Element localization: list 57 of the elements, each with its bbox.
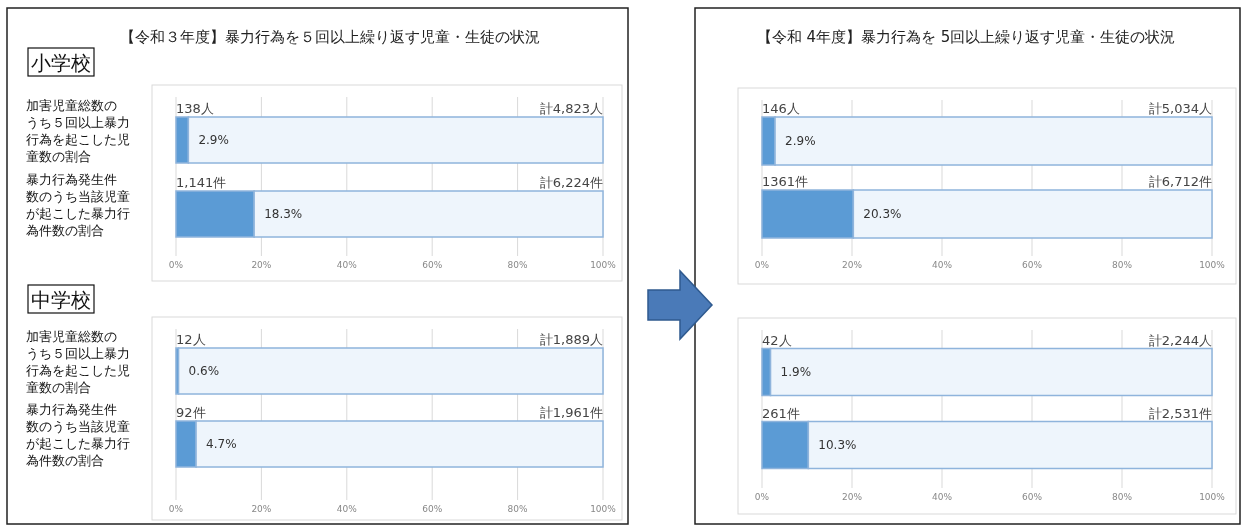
annotation: 261件 [762,405,800,421]
annotation: 1361件 [762,174,809,189]
bar [177,347,604,395]
x-tick-label: 40% [336,504,358,514]
x-tick-label: 60% [422,260,443,270]
chart-title: 【令和 4年度】暴力行為を 5回以上繰り返す児童・生徒の状況 [756,28,1176,46]
annotation: 計6,224件 [539,175,603,190]
data-label: 2.9% [198,133,229,147]
annotation: 計1,961件 [539,405,603,420]
x-tick-label: 0% [168,504,184,514]
x-tick-label: 40% [931,492,953,502]
x-tick-label: 40% [336,260,358,270]
annotation: 1,141件 [176,175,227,190]
x-tick-label: 100% [590,260,617,270]
data-label: 18.3% [264,207,303,221]
data-label: 4.7% [206,437,237,451]
chart-subtitle: 中学校 [31,288,91,312]
x-tick-label: 100% [1199,492,1226,502]
x-tick-label: 0% [754,260,770,270]
data-label: 20.3% [863,207,902,221]
x-tick-label: 60% [422,504,443,514]
chart-subtitle: 小学校 [31,51,91,75]
x-tick-label: 100% [1199,260,1226,270]
x-tick-label: 20% [251,260,272,270]
x-tick-label: 60% [1021,260,1043,270]
x-tick-label: 60% [1021,492,1043,502]
annotation: 計6,712件 [1148,174,1212,189]
y-tick-label: 加害児童総数のうち５回以上暴力行為を起こした児童数の割合 [26,98,130,164]
annotation: 12人 [176,332,206,347]
x-tick-label: 80% [507,260,529,270]
data-label: 1.9% [780,365,812,379]
x-tick-label: 20% [251,504,272,514]
annotation: 計5,034人 [1148,101,1212,116]
annotation: 計2,244人 [1148,332,1212,348]
data-label: 0.6% [188,364,220,378]
x-tick-label: 80% [1111,492,1133,502]
annotation: 計2,531件 [1148,405,1212,421]
annotation: 92件 [176,405,206,420]
annotation: 42人 [762,332,792,348]
x-tick-label: 0% [168,260,184,270]
x-tick-label: 80% [1111,260,1133,270]
x-tick-label: 20% [841,260,863,270]
annotation: 計1,889人 [539,332,603,347]
y-tick-label: 暴力行為発生件数のうち当該児童が起こした暴力行為件数の割合 [26,172,130,238]
data-label: 10.3% [818,438,857,452]
annotation: 138人 [176,101,214,116]
x-tick-label: 20% [841,492,863,502]
x-tick-label: 40% [931,260,953,270]
annotation: 計4,823人 [539,101,603,116]
chart-title: 【令和３年度】暴力行為を５回以上繰り返す児童・生徒の状況 [120,28,540,46]
data-label: 2.9% [785,134,816,148]
y-tick-label: 加害児童総数のうち５回以上暴力行為を起こした児童数の割合 [26,329,130,395]
annotation: 146人 [762,101,800,116]
x-tick-label: 0% [754,492,770,502]
y-tick-label: 暴力行為発生件数のうち当該児童が起こした暴力行為件数の割合 [26,402,130,468]
x-tick-label: 80% [507,504,529,514]
x-tick-label: 100% [590,504,617,514]
